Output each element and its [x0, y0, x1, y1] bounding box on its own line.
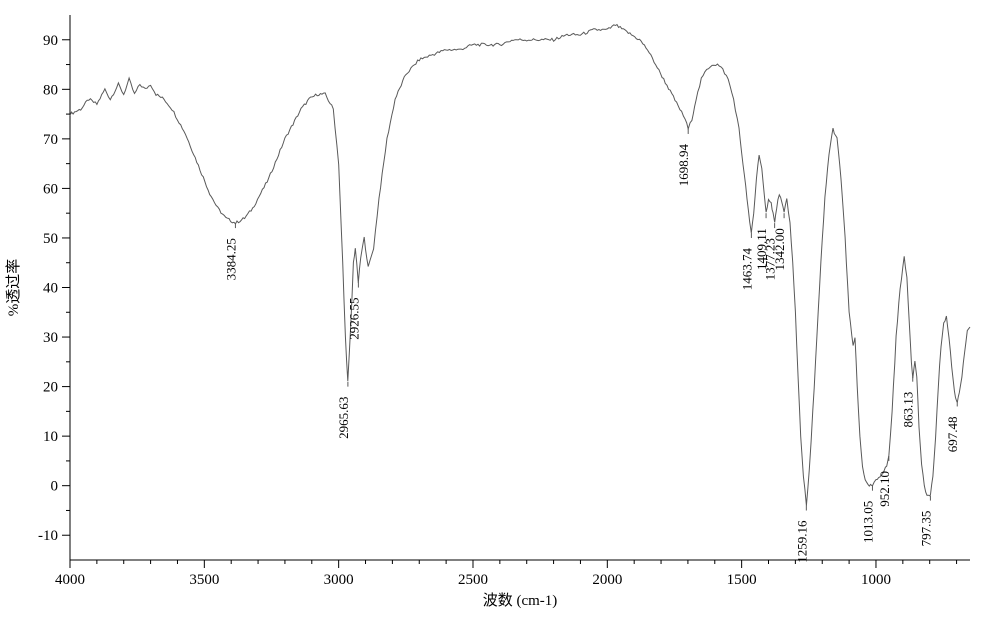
chart-svg: 4000 3500 3000 2500 2000 1500 1000 波数 (cm-1) -10…	[0, 0, 1000, 627]
peak-label: 1013.05	[860, 501, 875, 543]
x-tick-label: 1000	[861, 572, 891, 588]
peak-label: 863.13	[901, 392, 916, 428]
y-tick-label: 40	[43, 281, 58, 297]
y-axis-title: %透过率	[5, 259, 22, 317]
x-tick-label: 3000	[324, 572, 354, 588]
x-tick-label: 2500	[458, 572, 488, 588]
y-tick-label: 30	[43, 330, 58, 346]
y-tick-label: -10	[38, 528, 58, 544]
y-tick-label: 70	[43, 132, 58, 148]
y-tick-label: 90	[43, 33, 58, 49]
peak-label: 1698.94	[676, 143, 691, 186]
y-tick-label: 80	[43, 82, 58, 98]
x-tick-label: 2000	[592, 572, 622, 588]
x-tick-label: 4000	[55, 572, 85, 588]
peak-label: 1463.74	[739, 248, 754, 291]
y-tick-label: 0	[51, 479, 59, 495]
x-axis-title: 波数 (cm-1)	[483, 592, 558, 609]
peak-label: 2926.55	[346, 298, 361, 340]
ir-spectrum-chart: 4000 3500 3000 2500 2000 1500 1000 波数 (cm-1) -10…	[0, 0, 1000, 627]
peak-label: 2965.63	[336, 397, 351, 439]
y-tick-label: 50	[43, 231, 58, 247]
peak-label: 1342.00	[772, 228, 787, 270]
peak-label: 697.48	[945, 416, 960, 452]
y-tick-label: 10	[43, 429, 58, 445]
x-tick-label: 3500	[189, 572, 219, 588]
peak-label: 797.35	[918, 511, 933, 547]
peak-label: 1259.16	[794, 520, 809, 563]
x-tick-label: 1500	[727, 572, 757, 588]
peak-label: 952.10	[877, 471, 892, 507]
y-tick-label: 60	[43, 181, 58, 197]
peak-label: 3384.25	[223, 238, 238, 280]
spectrum-line	[70, 25, 970, 506]
y-tick-label: 20	[43, 380, 58, 396]
